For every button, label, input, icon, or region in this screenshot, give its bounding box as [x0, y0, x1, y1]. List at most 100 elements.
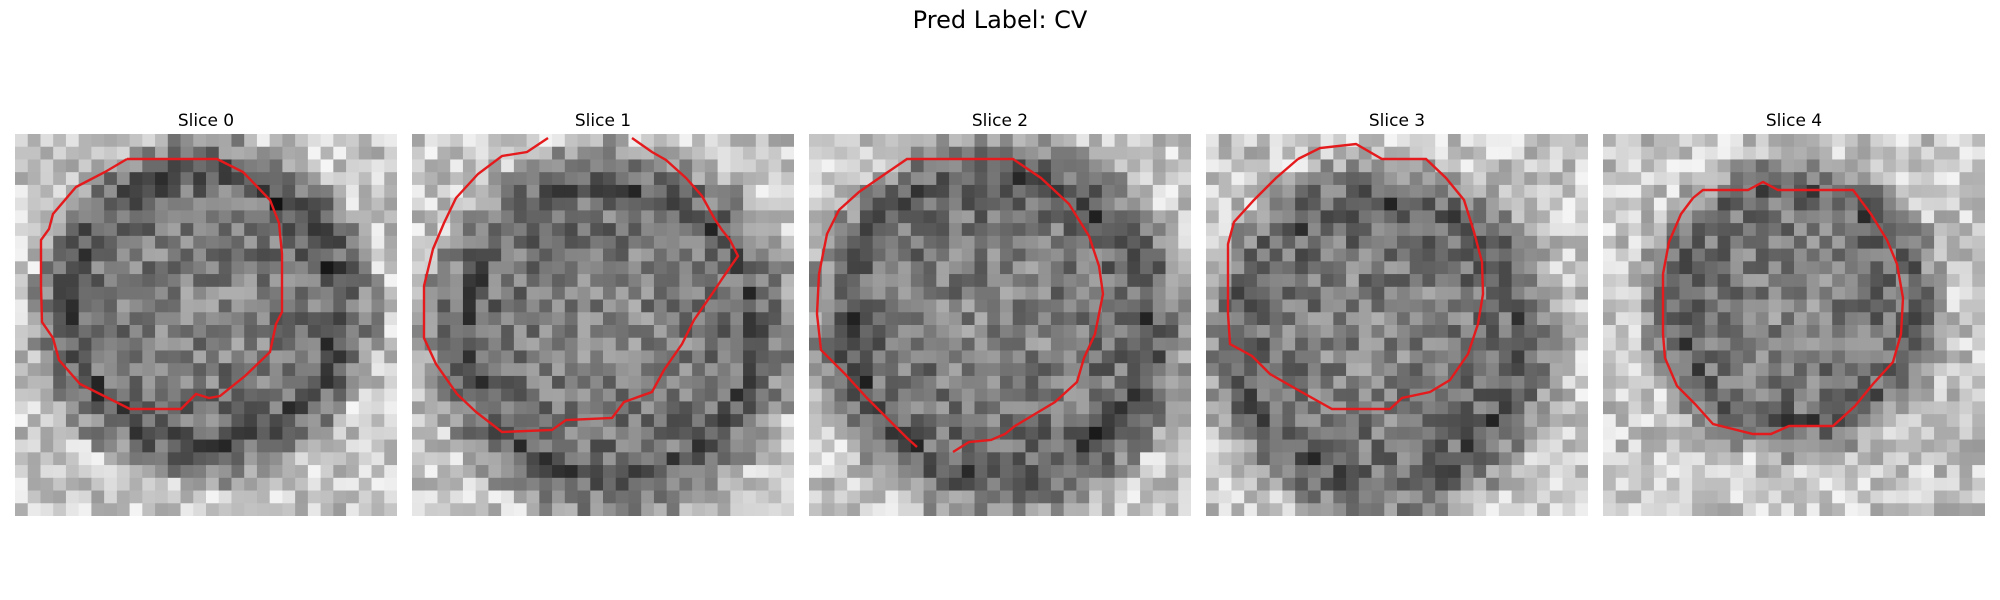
pixel-cell [1603, 325, 1617, 339]
pixel-cell [91, 223, 105, 237]
pixel-cell [53, 375, 67, 390]
pixel-cell [1346, 350, 1360, 364]
pixel-cell [371, 465, 385, 479]
pixel-cell [666, 223, 680, 237]
pixel-cell [552, 261, 566, 275]
pixel-cell [231, 184, 245, 199]
pixel-cell [1358, 375, 1373, 390]
pixel-cell [1282, 452, 1296, 466]
pixel-cell [552, 375, 566, 390]
pixel-cell [1295, 159, 1309, 173]
pixel-cell [1755, 223, 1770, 237]
pixel-cell [910, 172, 925, 186]
pixel-cell [1307, 465, 1322, 479]
pixel-cell [539, 223, 553, 237]
pixel-cell [282, 426, 296, 441]
pixel-cell [1575, 223, 1588, 237]
pixel-cell [717, 363, 731, 377]
pixel-cell [564, 286, 579, 301]
pixel-cell [1653, 223, 1668, 237]
pixel-cell [1384, 172, 1398, 186]
pixel-cell [1371, 388, 1385, 402]
pixel-cell [859, 363, 874, 377]
pixel-cell [1231, 299, 1245, 313]
pixel-cell [1832, 426, 1846, 441]
pixel-cell [1397, 134, 1411, 148]
pixel-cell [1063, 350, 1077, 364]
pixel-cell [1704, 286, 1719, 301]
pixel-cell [27, 477, 41, 492]
pixel-cell [1218, 465, 1232, 479]
pixel-cell [40, 503, 54, 516]
pixel-cell [1473, 223, 1487, 237]
pixel-cell [859, 337, 874, 351]
pixel-cell [834, 261, 848, 275]
pixel-cell [1549, 337, 1564, 351]
pixel-cell [513, 426, 528, 441]
pixel-cell [1781, 375, 1795, 390]
pixel-cell [1844, 248, 1859, 262]
pixel-cell [1307, 172, 1322, 186]
pixel-cell [371, 477, 385, 492]
pixel-cell [1447, 235, 1462, 250]
pixel-cell [129, 465, 143, 479]
pixel-cell [1730, 274, 1744, 288]
pixel-cell [910, 490, 925, 504]
pixel-cell [1959, 465, 1973, 479]
pixel-cell [603, 388, 617, 402]
pixel-cell [539, 197, 553, 211]
pixel-cell [320, 363, 334, 377]
pixel-cell [936, 172, 950, 186]
pixel-cell [1409, 223, 1423, 237]
pixel-cell [768, 388, 782, 402]
pixel-cell [513, 286, 528, 301]
pixel-cell [1870, 223, 1884, 237]
pixel-cell [1295, 414, 1309, 428]
pixel-cell [412, 337, 426, 351]
pixel-cell [717, 134, 731, 148]
pixel-cell [1857, 337, 1871, 351]
pixel-cell [1857, 286, 1871, 301]
pixel-cell [936, 477, 950, 492]
pixel-cell [1908, 325, 1922, 339]
pixel-cell [526, 235, 540, 250]
pixel-cell [590, 159, 604, 173]
pixel-cell [1012, 465, 1026, 479]
pixel-cell [539, 184, 553, 199]
pixel-cell [692, 414, 706, 428]
pixel-cell [282, 477, 296, 492]
pixel-cell [1000, 375, 1014, 390]
pixel-cell [692, 312, 706, 326]
pixel-cell [1549, 388, 1564, 402]
pixel-cell [91, 503, 105, 516]
pixel-cell [1435, 325, 1449, 339]
pixel-cell [743, 146, 757, 160]
pixel-cell [1972, 248, 1985, 262]
pixel-cell [1114, 248, 1128, 262]
pixel-cell [65, 325, 80, 339]
pixel-cell [1050, 350, 1065, 364]
pixel-cell [218, 299, 232, 313]
pixel-cell [1012, 184, 1026, 199]
pixel-cell [1524, 210, 1538, 224]
pixel-cell [1524, 414, 1538, 428]
pixel-cell [1562, 172, 1576, 186]
pixel-cell [936, 197, 950, 211]
pixel-cell [1244, 261, 1258, 275]
pixel-cell [1730, 325, 1744, 339]
pixel-cell [1844, 134, 1859, 148]
pixel-cell [987, 184, 1001, 199]
pixel-cell [78, 235, 92, 250]
pixel-cell [872, 452, 886, 466]
pixel-cell [1653, 503, 1668, 516]
pixel-cell [346, 312, 360, 326]
pixel-cell [526, 286, 540, 301]
pixel-cell [295, 465, 309, 479]
pixel-cell [641, 414, 655, 428]
pixel-cell [1038, 286, 1052, 301]
pixel-cell [526, 134, 540, 148]
pixel-cell [1537, 350, 1551, 364]
pixel-cell [743, 414, 757, 428]
pixel-cell [1460, 414, 1474, 428]
pixel-cell [1692, 159, 1706, 173]
